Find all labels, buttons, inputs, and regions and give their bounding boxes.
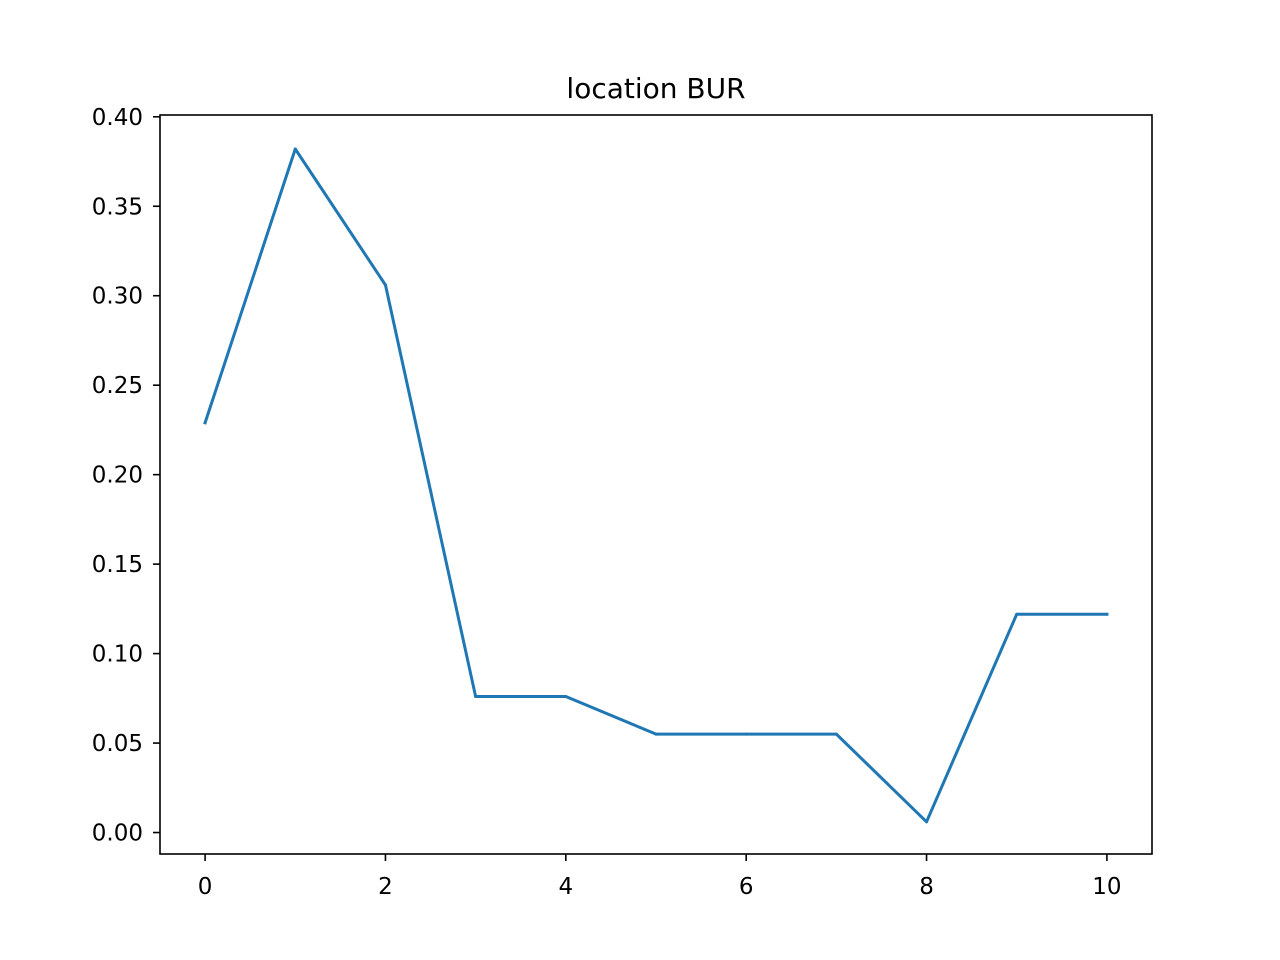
data-point (925, 820, 929, 824)
x-tick-label: 4 (558, 874, 573, 900)
axes-frame (159, 114, 1153, 855)
x-tick-label: 6 (739, 874, 754, 900)
x-tick-label: 10 (1092, 874, 1121, 900)
data-point (654, 732, 658, 736)
y-tick-label: 0.00 (92, 821, 143, 847)
data-point (744, 732, 748, 736)
x-tick-label: 0 (198, 874, 213, 900)
y-tick-label: 0.10 (92, 642, 143, 668)
data-point (383, 283, 387, 287)
y-tick-label: 0.40 (92, 105, 143, 131)
y-tick-label: 0.05 (92, 731, 143, 757)
data-point (203, 421, 207, 425)
y-axis: 0.00 0.05 0.10 0.15 0.20 0.25 0.30 0.35 0.40 (92, 105, 160, 847)
y-tick-label: 0.35 (92, 194, 143, 220)
x-tick-label: 2 (378, 874, 393, 900)
y-tick-label: 0.30 (92, 284, 143, 310)
x-tick-label: 8 (919, 874, 934, 900)
data-point (474, 695, 478, 699)
plot-area (203, 147, 1109, 824)
y-tick-label: 0.25 (92, 373, 143, 399)
y-tick-label: 0.20 (92, 463, 143, 489)
data-point (564, 695, 568, 699)
data-point (834, 732, 838, 736)
chart-title: location BUR (566, 72, 745, 105)
data-point (1105, 612, 1109, 616)
data-point (293, 147, 297, 151)
data-point (1015, 612, 1019, 616)
x-axis: 0 2 4 6 8 10 (198, 854, 1122, 900)
y-tick-label: 0.15 (92, 552, 143, 578)
